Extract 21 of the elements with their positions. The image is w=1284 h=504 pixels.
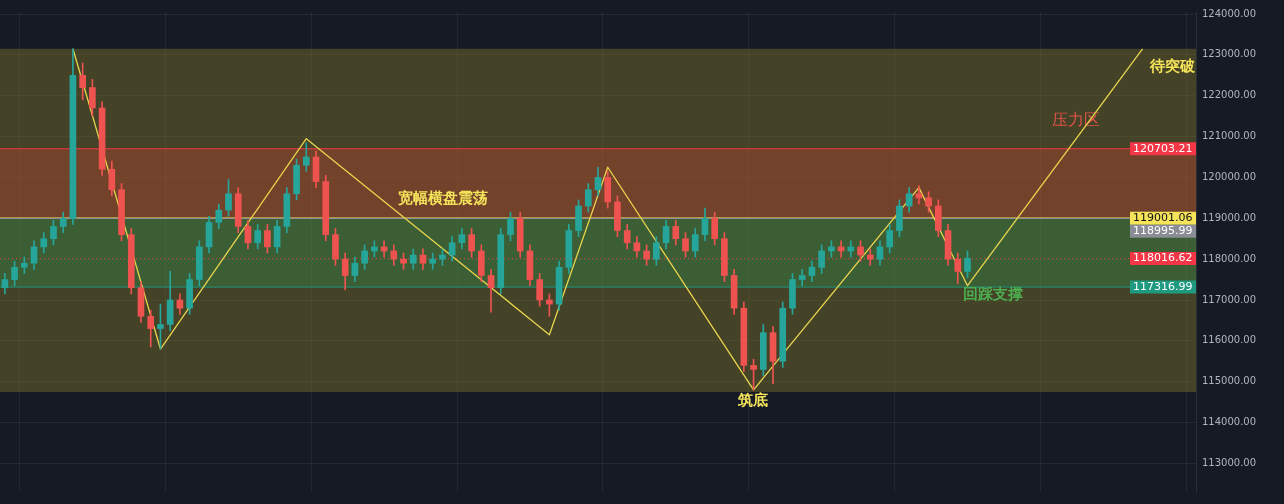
annotation: 筑底 (737, 390, 769, 409)
annotation: 回踩支撑 (962, 285, 1023, 304)
y-tick-label: 123000.00 (1202, 48, 1257, 60)
y-tick-label: 118000.00 (1202, 252, 1257, 264)
ref-line-label: 119001.06 (1133, 211, 1193, 225)
ref-line-label: 117316.99 (1133, 279, 1193, 293)
y-tick-label: 116000.00 (1202, 334, 1257, 346)
ref-line-label: 120703.21 (1133, 141, 1193, 155)
y-tick-label: 120000.00 (1202, 171, 1257, 183)
y-tick-label: 122000.00 (1202, 89, 1257, 101)
y-tick-label: 115000.00 (1202, 375, 1257, 387)
y-tick-label: 117000.00 (1202, 293, 1257, 305)
y-tick-label: 124000.00 (1202, 7, 1257, 19)
y-tick-label: 113000.00 (1202, 457, 1257, 468)
ref-line-label: 118995.99 (1133, 224, 1193, 238)
y-tick-label: 114000.00 (1202, 416, 1257, 428)
annotation: 待突破 (1148, 57, 1196, 76)
annotation: 宽幅横盘震荡 (397, 189, 488, 208)
ref-line-label: 118016.62 (1133, 251, 1193, 265)
y-tick-label: 121000.00 (1202, 130, 1257, 142)
y-tick-label: 119000.00 (1202, 211, 1257, 223)
